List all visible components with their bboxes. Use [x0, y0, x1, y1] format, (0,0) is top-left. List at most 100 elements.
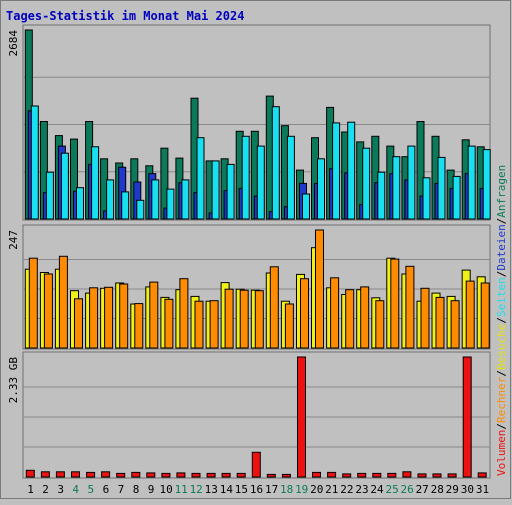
bar	[452, 175, 461, 220]
bar	[437, 156, 446, 220]
bar	[151, 179, 160, 220]
bar	[256, 145, 265, 220]
bar	[224, 288, 234, 349]
bar	[312, 471, 321, 478]
x-tick-label: 1	[27, 483, 34, 496]
bar	[176, 472, 186, 478]
panel-max-label: 247	[7, 230, 20, 250]
x-tick-label: 27	[416, 483, 429, 496]
x-tick-label: 31	[476, 483, 489, 496]
bar	[74, 298, 83, 349]
x-tick-label: 3	[57, 483, 64, 496]
bar	[134, 303, 144, 349]
x-tick-label: 24	[370, 483, 384, 496]
bar	[281, 473, 291, 478]
bar	[342, 473, 352, 478]
bar	[302, 193, 310, 220]
bar	[161, 472, 171, 478]
bar	[330, 277, 340, 349]
bar	[407, 145, 416, 220]
bar	[179, 278, 189, 349]
bar	[327, 471, 337, 478]
x-tick-label: 21	[325, 483, 338, 496]
x-tick-label: 7	[118, 483, 125, 496]
x-tick-label: 12	[190, 483, 203, 496]
bar	[345, 289, 355, 349]
bar	[465, 280, 475, 349]
bar	[482, 149, 491, 220]
x-tick-label: 15	[235, 483, 248, 496]
bar	[372, 472, 382, 478]
bar	[332, 122, 341, 220]
x-tick-label: 16	[250, 483, 263, 496]
bar	[447, 473, 457, 478]
bar	[211, 160, 220, 220]
bar	[422, 177, 431, 220]
bar	[196, 137, 205, 220]
bar	[357, 472, 367, 478]
x-tick-label: 22	[340, 483, 353, 496]
bar	[315, 229, 324, 349]
bar	[420, 287, 430, 349]
x-tick-label: 6	[103, 483, 110, 496]
x-tick-label: 25	[385, 483, 398, 496]
bar	[450, 300, 460, 349]
x-tick-label: 20	[310, 483, 323, 496]
x-tick-label: 11	[175, 483, 188, 496]
legend-entry: Volumen	[495, 430, 508, 476]
bar	[477, 472, 487, 478]
bar	[209, 300, 219, 349]
series-rechner	[28, 229, 490, 349]
chart-panels: 2684 247 2.33 GB	[7, 24, 491, 479]
bar	[43, 273, 53, 349]
bar	[119, 283, 129, 349]
bar	[206, 472, 216, 478]
bar	[104, 286, 114, 349]
x-tick-label: 30	[461, 483, 474, 496]
bar	[60, 152, 69, 220]
legend-entry: Besuche	[495, 324, 508, 370]
legend-entry: /	[495, 271, 508, 278]
bar	[360, 286, 370, 349]
bar	[317, 158, 325, 220]
x-tick-label: 14	[220, 483, 234, 496]
bar	[435, 296, 445, 349]
x-tick-label: 17	[265, 483, 278, 496]
bar	[71, 471, 80, 478]
bar	[40, 471, 50, 478]
bar	[164, 298, 174, 349]
bar	[271, 106, 280, 220]
bar	[146, 472, 156, 478]
legend-entry: Dateien	[495, 224, 508, 270]
bar	[166, 188, 175, 220]
x-tick-label: 13	[205, 483, 218, 496]
bar	[239, 289, 249, 349]
x-tick-label: 5	[87, 483, 94, 496]
x-tick-label: 4	[72, 483, 79, 496]
bar	[254, 290, 264, 349]
panel-visits: 247	[7, 224, 491, 350]
bar	[417, 473, 427, 478]
panel-requests: 2684	[7, 24, 491, 221]
x-tick-label: 8	[133, 483, 140, 496]
bar	[91, 146, 100, 220]
panel-volume: 2.33 GB	[7, 351, 491, 479]
bar	[266, 473, 276, 478]
bar	[375, 300, 385, 349]
x-tick-label: 23	[355, 483, 368, 496]
x-tick-label: 18	[280, 483, 293, 496]
bar	[131, 471, 141, 478]
series-volumen	[25, 356, 487, 478]
bar	[362, 147, 371, 220]
bar	[402, 471, 412, 478]
bar	[25, 469, 35, 478]
right-legend: Volumen/Rechner/Besuche/Seiten/Dateien/A…	[495, 165, 508, 476]
bar	[106, 179, 115, 220]
chart-title: Tages-Statistik im Monat Mai 2024	[6, 9, 244, 23]
bar	[286, 135, 295, 220]
legend-entry: /	[495, 218, 508, 225]
bar	[191, 472, 201, 478]
bar	[76, 187, 84, 220]
x-tick-label: 10	[159, 483, 172, 496]
